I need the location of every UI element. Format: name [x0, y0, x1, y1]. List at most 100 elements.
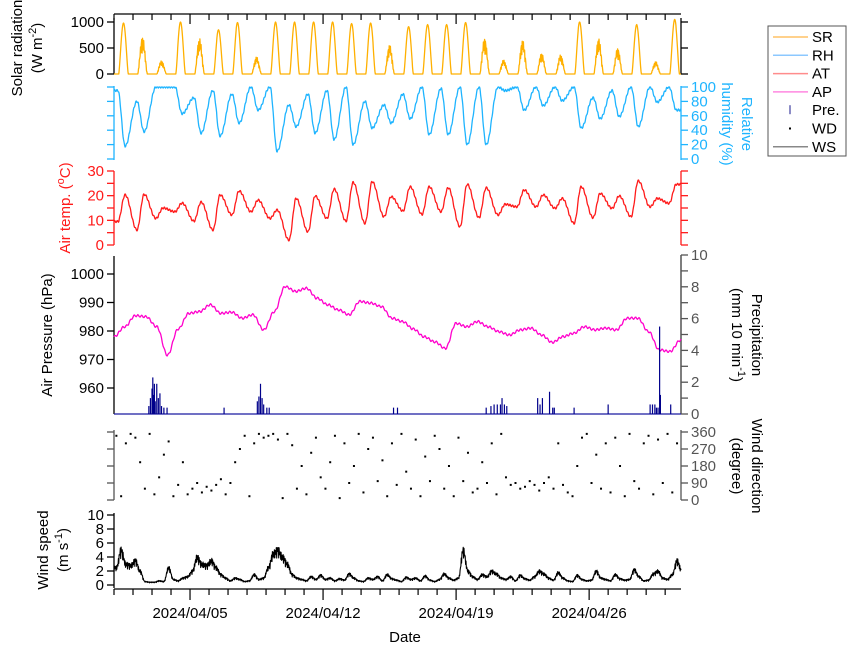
wind-direction-point [343, 442, 346, 445]
superscript: -2 [27, 28, 39, 38]
wind-direction-point [438, 448, 441, 450]
wind-direction-point [414, 438, 417, 441]
wind-direction-point [295, 487, 298, 490]
wind-direction-point [462, 480, 465, 483]
label-text: Air temp. ( [57, 184, 74, 253]
wind-direction-point [547, 476, 550, 479]
wind-direction-point [566, 491, 569, 494]
label-text: humidity (%) [718, 82, 735, 165]
label-text: (degree) [728, 438, 745, 495]
wind-direction-point [495, 493, 498, 496]
wind-direction-point [633, 480, 636, 483]
wind-direction-point [243, 434, 246, 437]
x-tick-label: 2024/04/19 [419, 605, 494, 622]
wind-direction-point [585, 432, 588, 435]
wind-direction-point [452, 495, 455, 498]
legend-label: WD [812, 121, 837, 138]
wind-direction-point [300, 465, 303, 467]
wind-direction-point [371, 436, 374, 439]
wind-direction-point [581, 436, 584, 439]
wind-direction-point [319, 476, 322, 479]
wind-direction-point [124, 442, 127, 445]
ws-left-axis-tick-label: 10 [87, 507, 104, 524]
wind-direction-point [500, 432, 503, 435]
wind-direction-point [509, 483, 512, 486]
wind-direction-point [666, 432, 669, 435]
wd-right-axis-tick-label: 360 [691, 424, 716, 441]
rh-right-axis-tick-label: 20 [691, 137, 708, 154]
wind-direction-point [433, 434, 436, 437]
ap-axis-title: Air Pressure (hPa) [39, 273, 56, 396]
wind-direction-point [229, 482, 232, 484]
wind-direction-point [381, 459, 384, 462]
wind-direction-point [519, 487, 522, 490]
label-text: ) [728, 377, 745, 382]
wind-direction-point [210, 489, 213, 492]
wind-direction-point [376, 480, 379, 483]
rh-right-axis-tick-label: 60 [691, 108, 708, 125]
x-axis-title: Date [389, 629, 421, 646]
wind-direction-point [305, 493, 308, 496]
wind-direction-point [552, 487, 555, 490]
wind-direction-point [177, 483, 180, 486]
wind-direction-point [514, 482, 517, 484]
wind-direction-point [333, 434, 336, 437]
wind-direction-point [276, 438, 279, 441]
wind-direction-point [671, 491, 674, 494]
pre-right-axis-tick-label: 6 [691, 311, 699, 328]
wind-direction-point [652, 493, 655, 496]
label-text: Precipitation [748, 294, 765, 377]
x-tick-label: 2024/04/26 [552, 605, 627, 622]
wind-direction-point [148, 432, 151, 435]
wind-direction-point [234, 461, 237, 464]
legend-box [767, 25, 847, 157]
ws-left-axis-tick-label: 4 [96, 549, 104, 566]
label-text: Wind direction [748, 418, 765, 513]
wind-direction-point [614, 436, 617, 439]
wind-direction-point [338, 497, 341, 500]
wind-direction-point [357, 432, 360, 435]
wind-direction-point [386, 495, 389, 498]
wind-direction-point [348, 482, 351, 484]
pre-right-axis-tick-label: 0 [691, 406, 699, 423]
superscript: o [55, 178, 67, 184]
superscript: -1 [735, 367, 747, 377]
wind-direction-point [362, 491, 365, 494]
wind-direction-point [224, 493, 227, 496]
wind-direction-point [167, 440, 170, 443]
series-layer [113, 18, 682, 584]
wind-direction-point [490, 442, 493, 445]
ws-left-axis-tick-label: 0 [96, 577, 104, 594]
ap-left-axis-tick-label: 970 [79, 352, 104, 369]
label-text: ) [29, 23, 46, 28]
wind-direction-point [257, 432, 260, 435]
sr-left-axis-tick-label: 500 [79, 40, 104, 57]
wind-direction-point [504, 476, 507, 479]
wind-direction-point [267, 434, 270, 437]
sr-axis-title-line1: Solar radiation [9, 0, 26, 96]
wind-direction-point [485, 482, 488, 484]
wind-direction-point [623, 495, 626, 498]
wind-direction-point [471, 491, 474, 494]
wind-direction-point [676, 442, 679, 445]
at-tick-label: 10 [87, 212, 104, 229]
label-text: Solar radiation [9, 0, 26, 96]
wind-direction-point [219, 478, 222, 481]
pre-right-axis-tick-label: 10 [691, 247, 708, 264]
wind-direction-point [538, 489, 541, 492]
ap-left-axis-tick-label: 990 [79, 295, 104, 312]
ap-left-axis-tick-label: 1000 [71, 266, 104, 283]
wind-direction-point [576, 465, 579, 467]
sr-axis-title-line2: (W m-2) [27, 23, 46, 74]
wd-right-axis-tick-label: 90 [691, 475, 708, 492]
ws-series-line [113, 546, 682, 584]
wind-direction-point [253, 442, 256, 445]
sr-left-axis-tick-label: 0 [96, 66, 104, 83]
wind-direction-point [443, 487, 446, 490]
wind-direction-point [272, 432, 275, 435]
ap-left-axis-tick-label: 980 [79, 323, 104, 340]
wind-direction-point [424, 455, 427, 458]
superscript: -1 [53, 533, 65, 543]
wind-direction-point [428, 480, 431, 483]
